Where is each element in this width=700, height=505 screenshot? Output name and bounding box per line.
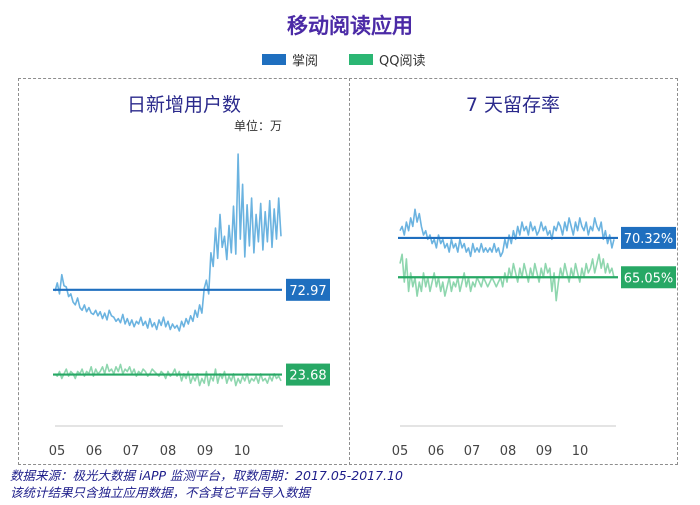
chart-title-left: 日新增用户数 xyxy=(127,94,241,116)
legend-label-qq: QQ阅读 xyxy=(379,54,426,69)
footnote: 数据来源：极光大数据 iAPP 监测平台，取数周期：2017.05-2017.1… xyxy=(10,467,403,501)
series-line-qq-left xyxy=(54,363,282,387)
x-tick-label: 08 xyxy=(500,444,517,459)
x-tick-label: 10 xyxy=(234,444,251,459)
x-tick-label: 07 xyxy=(123,444,140,459)
x-tick-label: 10 xyxy=(572,444,589,459)
series-line-zhangyue-left xyxy=(54,153,282,332)
footnote-source: 数据来源：极光大数据 iAPP 监测平台，取数周期：2017.05-2017.1… xyxy=(10,468,403,483)
unit-label: 单位：万 xyxy=(234,118,282,133)
x-tick-label: 06 xyxy=(86,444,103,459)
average-label-zhangyue-left: 72.97 xyxy=(289,284,326,299)
average-label-qq-left: 23.68 xyxy=(289,369,326,384)
x-tick-label: 08 xyxy=(160,444,177,459)
legend-swatch-qq xyxy=(349,54,373,65)
x-tick-label: 06 xyxy=(428,444,445,459)
average-label-box-zhangyue-right xyxy=(621,226,676,249)
x-tick-label: 05 xyxy=(392,444,409,459)
average-label-box-qq-right xyxy=(621,266,676,289)
panel-divider xyxy=(349,78,350,465)
chart-title-right: 7 天留存率 xyxy=(466,94,560,116)
x-tick-label: 09 xyxy=(197,444,214,459)
x-tick-label: 09 xyxy=(536,444,553,459)
legend: 掌阅 QQ阅读 xyxy=(0,50,700,69)
footnote-note: 该统计结果只含独立应用数据，不含其它平台导入数据 xyxy=(10,485,311,500)
legend-swatch-zhangyue xyxy=(262,54,286,65)
average-label-box-zhangyue-left xyxy=(286,278,330,301)
legend-label-zhangyue: 掌阅 xyxy=(292,54,319,69)
series-line-zhangyue-right xyxy=(399,208,615,258)
average-label-zhangyue-right: 70.32% xyxy=(624,232,674,247)
x-tick-label: 05 xyxy=(49,444,66,459)
charts-frame xyxy=(18,78,678,465)
average-label-qq-right: 65.05% xyxy=(624,271,674,286)
average-label-box-qq-left xyxy=(286,363,330,386)
series-line-qq-right xyxy=(399,253,615,302)
chart-main-title: 移动阅读应用 xyxy=(287,14,413,38)
x-tick-label: 07 xyxy=(464,444,481,459)
